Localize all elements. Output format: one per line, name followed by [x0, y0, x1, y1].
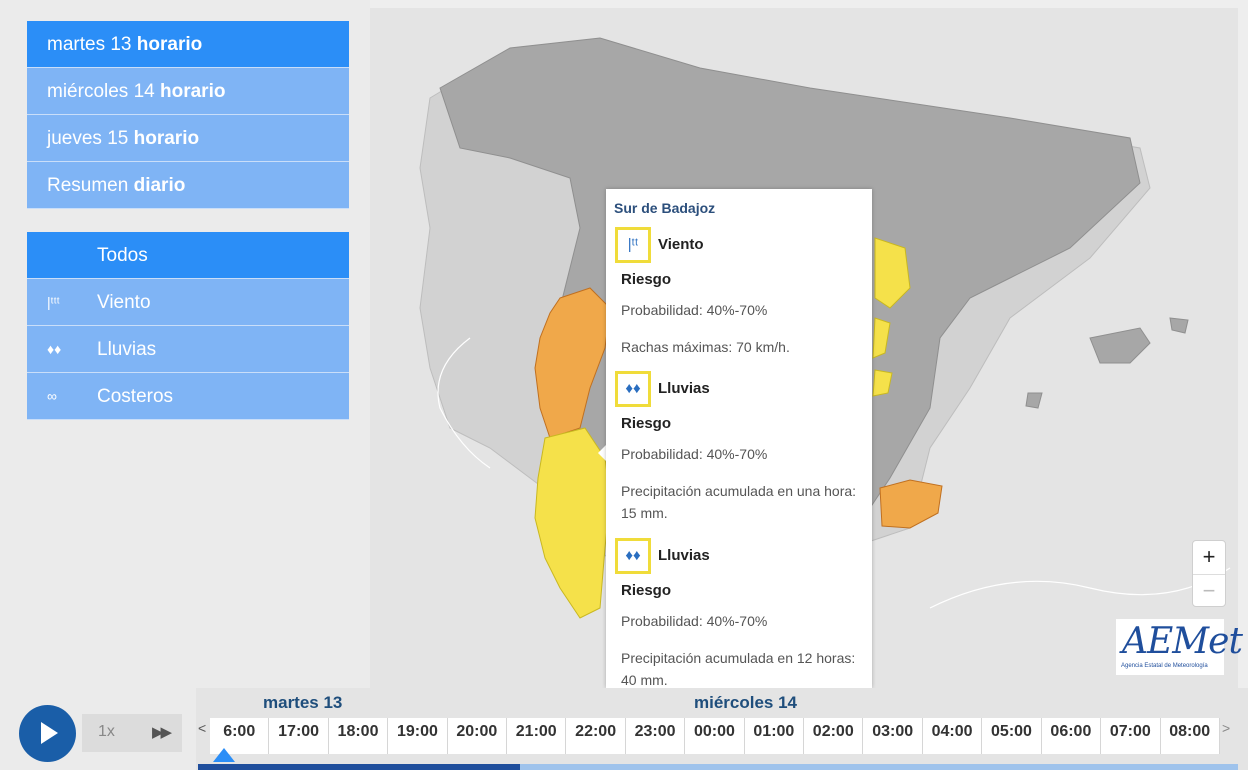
warning-probability: Probabilidad: 40%-70% — [621, 446, 768, 462]
timeline-hour[interactable]: 02:00 — [804, 718, 864, 754]
warning-detail: Rachas máximas: 70 km/h. — [621, 339, 790, 355]
timeline-hour[interactable]: 21:00 — [507, 718, 567, 754]
filter-viento[interactable]: |ᵗᵗᵗ Viento — [27, 279, 349, 326]
play-icon — [41, 722, 58, 744]
zoom-in-button[interactable]: + — [1202, 544, 1216, 569]
timeline-hour[interactable]: 03:00 — [863, 718, 923, 754]
timeline-bar: 1x ▶▶ martes 13 miércoles 14 < 6:00 17:0… — [0, 688, 1248, 770]
timeline-hour[interactable]: 6:00 — [210, 718, 270, 754]
day-item-jueves[interactable]: jueves 15 horario — [27, 115, 349, 162]
timeline-hour[interactable]: 01:00 — [745, 718, 805, 754]
warning-risk: Riesgo — [621, 271, 672, 288]
day-label: Resumen — [47, 175, 129, 196]
day-mode: diario — [133, 175, 186, 196]
day-item-resumen[interactable]: Resumen diario — [27, 162, 349, 209]
left-panel: martes 13 horario miércoles 14 horario j… — [0, 0, 370, 688]
speed-control[interactable]: 1x ▶▶ — [82, 714, 182, 752]
ibiza — [1025, 392, 1043, 409]
filter-label: Costeros — [97, 385, 174, 407]
timeline-hour[interactable]: 08:00 — [1161, 718, 1220, 754]
wind-icon: |ᵗᵗᵗ — [47, 293, 60, 310]
timeline-progress[interactable] — [198, 764, 1238, 770]
warning-risk: Riesgo — [621, 415, 672, 432]
timeline-day-label: miércoles 14 — [694, 693, 798, 712]
timeline-hour[interactable]: 18:00 — [329, 718, 389, 754]
balearic-islands — [1089, 327, 1151, 364]
logo-subtitle: Agencia Estatal de Meteorología — [1121, 663, 1208, 669]
yellow-warning-zone-east — [874, 237, 911, 309]
play-button[interactable] — [19, 705, 76, 762]
filter-costeros[interactable]: ∞ Costeros — [27, 373, 349, 420]
day-label: jueves 15 — [47, 128, 129, 149]
filter-label: Todos — [97, 244, 148, 266]
fast-forward-icon[interactable]: ▶▶ — [152, 724, 172, 741]
wind-icon: |ᵗᵗ — [615, 227, 651, 263]
timeline-hour[interactable]: 17:00 — [269, 718, 329, 754]
timeline-hour[interactable]: 20:00 — [448, 718, 508, 754]
day-label: martes 13 — [47, 34, 132, 55]
zoom-control: + − — [1192, 540, 1226, 607]
timeline-hour[interactable]: 23:00 — [626, 718, 686, 754]
day-item-martes[interactable]: martes 13 horario — [27, 21, 349, 68]
timeline-progress-fill — [198, 764, 521, 770]
popup-arrow — [598, 444, 607, 462]
warning-probability: Probabilidad: 40%-70% — [621, 302, 768, 318]
day-mode: horario — [160, 81, 226, 102]
warning-detail: Precipitación acumulada en 12 horas: 40 … — [621, 650, 856, 688]
rain-icon: ♦♦ — [615, 371, 651, 407]
timeline-prev-arrow[interactable]: < — [198, 720, 207, 736]
timeline-hour[interactable]: 00:00 — [685, 718, 745, 754]
timeline-days: martes 13 miércoles 14 — [210, 693, 1220, 717]
speed-value: 1x — [98, 723, 115, 740]
timeline-next-arrow[interactable]: > — [1222, 720, 1231, 736]
rain-icon: ♦♦ — [47, 340, 62, 357]
aemet-logo[interactable]: AEMet Agencia Estatal de Meteorología — [1116, 619, 1243, 675]
filter-label: Viento — [97, 291, 151, 313]
yellow-warning-zone-east-2 — [872, 317, 891, 359]
timeline-hour[interactable]: 04:00 — [923, 718, 983, 754]
day-menu: martes 13 horario miércoles 14 horario j… — [27, 21, 349, 209]
orange-warning-zone-east — [879, 479, 943, 529]
menorca — [1169, 317, 1189, 334]
warning-probability: Probabilidad: 40%-70% — [621, 613, 768, 629]
coastline — [437, 337, 491, 469]
day-item-miercoles[interactable]: miércoles 14 horario — [27, 68, 349, 115]
coastline-south — [929, 567, 1231, 609]
warning-detail: Precipitación acumulada en una hora: 15 … — [621, 483, 857, 521]
warning-type: Viento — [658, 236, 704, 253]
popup-title: Sur de Badajoz — [614, 200, 716, 216]
coastal-icon: ∞ — [47, 387, 57, 404]
timeline-day-label: martes 13 — [263, 693, 343, 712]
timeline-hour[interactable]: 19:00 — [388, 718, 448, 754]
warning-type: Lluvias — [658, 380, 710, 397]
day-label: miércoles 14 — [47, 81, 155, 102]
filter-menu: Todos |ᵗᵗᵗ Viento ♦♦ Lluvias ∞ Costeros — [27, 232, 349, 420]
zoom-out-button[interactable]: − — [1193, 574, 1225, 607]
timeline-hour[interactable]: 06:00 — [1042, 718, 1102, 754]
yellow-warning-zone-east-3 — [872, 369, 893, 397]
warning-risk: Riesgo — [621, 582, 672, 599]
rain-icon: ♦♦ — [615, 538, 651, 574]
timeline-hour[interactable]: 22:00 — [566, 718, 626, 754]
timeline-current-marker[interactable] — [213, 748, 235, 762]
logo-text: AEMet — [1122, 621, 1243, 662]
timeline-hour[interactable]: 07:00 — [1101, 718, 1161, 754]
warning-type: Lluvias — [658, 547, 710, 564]
filter-todos[interactable]: Todos — [27, 232, 349, 279]
day-mode: horario — [133, 128, 200, 149]
day-mode: horario — [136, 34, 203, 55]
warning-popup: Sur de Badajoz |ᵗᵗ Viento Riesgo Probabi… — [606, 189, 872, 688]
timeline-hour[interactable]: 05:00 — [982, 718, 1042, 754]
filter-label: Lluvias — [97, 338, 157, 360]
timeline-hours: 6:00 17:00 18:00 19:00 20:00 21:00 22:00… — [210, 718, 1220, 754]
filter-lluvias[interactable]: ♦♦ Lluvias — [27, 326, 349, 373]
